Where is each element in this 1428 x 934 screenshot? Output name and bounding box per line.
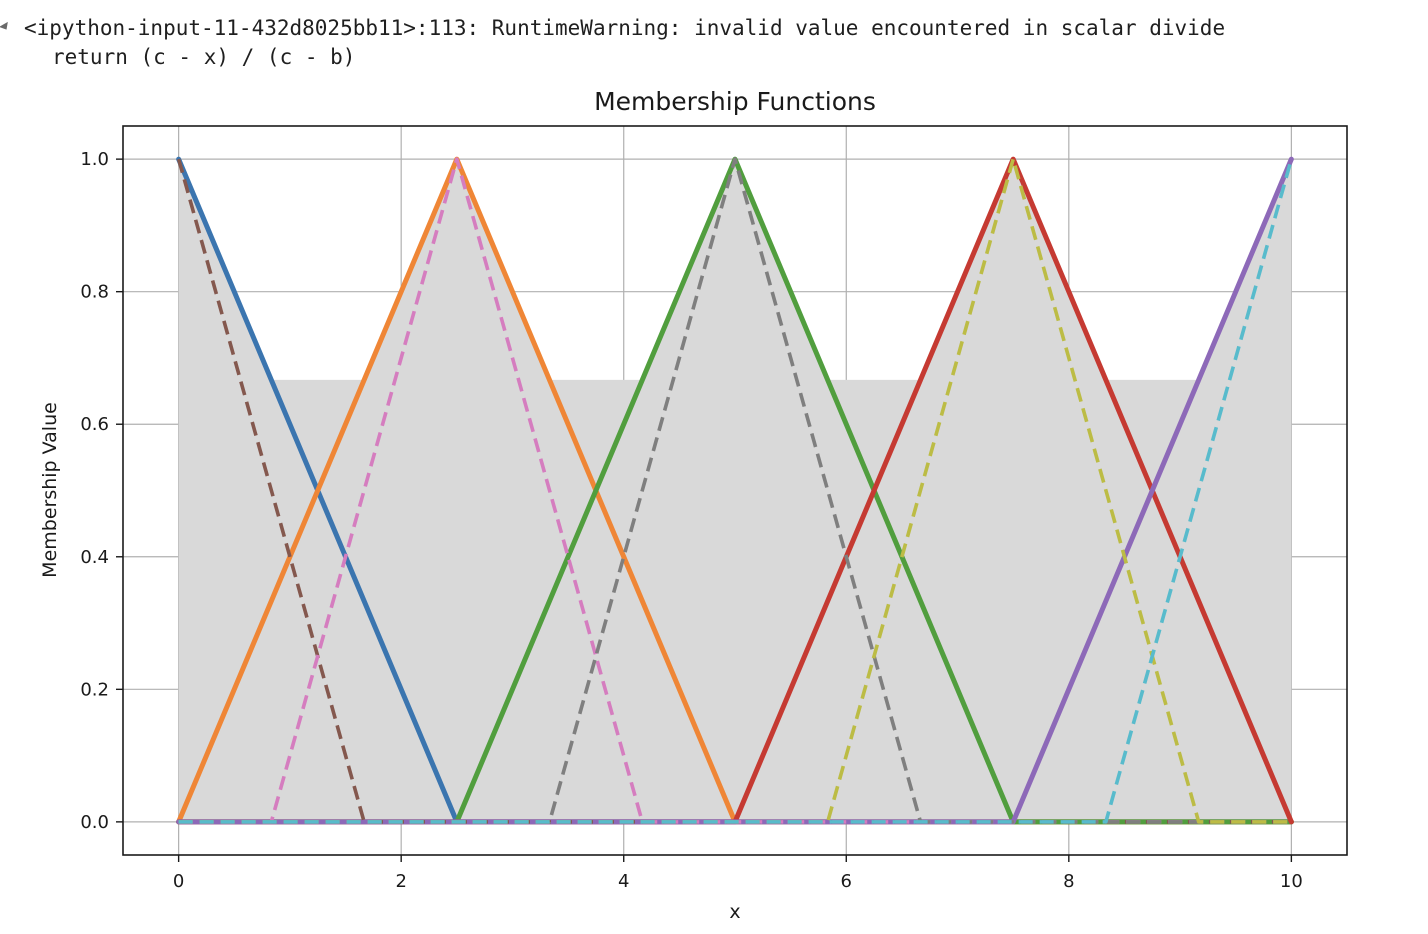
x-tick-label-4: 4 — [618, 871, 629, 892]
y-tick-label-0.2: 0.2 — [80, 679, 109, 700]
x-tick-label-8: 8 — [1063, 871, 1074, 892]
series-line-10 — [178, 158, 1294, 824]
y-tick-label-0.4: 0.4 — [80, 547, 109, 568]
y-tick-label-0.6: 0.6 — [80, 414, 109, 435]
shaded-region — [178, 159, 1292, 822]
x-tick-label-0: 0 — [173, 871, 184, 892]
y-tick-label-1.0: 1.0 — [80, 149, 109, 170]
plot-frame — [122, 125, 1348, 856]
tick-layer: 0 2 4 6 8 10 0.0 0.2 0.4 0.6 0.8 1.0 — [80, 149, 1302, 892]
chart-title: Membership Functions — [594, 87, 876, 116]
warning-line-2: return (c - x) / (c - b) — [52, 45, 356, 69]
warning-line-1: <ipython-input-11-432d8025bb11>:113: Run… — [24, 16, 1226, 40]
warning-output: <ipython-input-11-432d8025bb11>:113: Run… — [0, 14, 1428, 130]
x-tick-label-10: 10 — [1280, 871, 1303, 892]
y-axis-label: Membership Value — [39, 402, 61, 578]
series-layer — [176, 156, 1294, 825]
x-tick-label-6: 6 — [841, 871, 852, 892]
y-tick-label-0.0: 0.0 — [80, 812, 109, 833]
x-tick-label-2: 2 — [395, 871, 406, 892]
fill-layer — [178, 159, 1292, 822]
x-axis-label: x — [729, 901, 740, 923]
y-tick-label-0.8: 0.8 — [80, 282, 109, 303]
